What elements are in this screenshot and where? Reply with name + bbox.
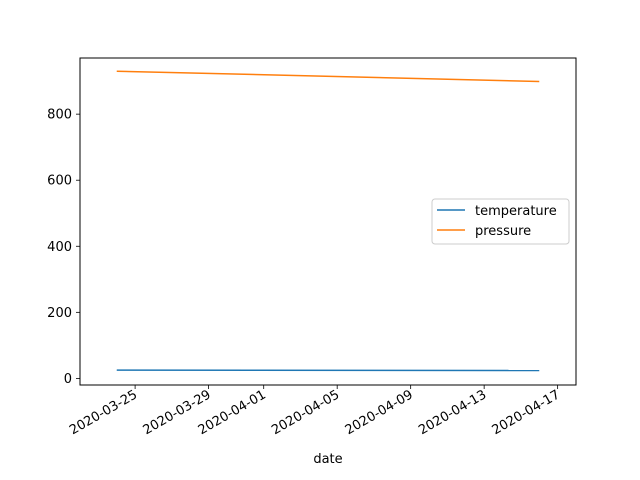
y-tick-label: 200	[47, 306, 72, 321]
plot-frame	[79, 57, 577, 386]
legend-label-temperature: temperature	[475, 204, 557, 219]
y-tick-label: 0	[64, 372, 72, 387]
legend: temperature pressure	[431, 198, 570, 245]
legend-box	[431, 198, 570, 245]
y-tick-label: 600	[47, 174, 72, 189]
series-lines	[116, 70, 540, 372]
x-axis-label: date	[313, 452, 342, 467]
y-tick-label: 400	[47, 240, 72, 255]
y-axis-ticks: 0 200 400 600 800	[47, 108, 80, 387]
series-line-pressure	[116, 70, 540, 83]
legend-label-pressure: pressure	[475, 224, 531, 239]
y-tick-label: 800	[47, 108, 72, 123]
